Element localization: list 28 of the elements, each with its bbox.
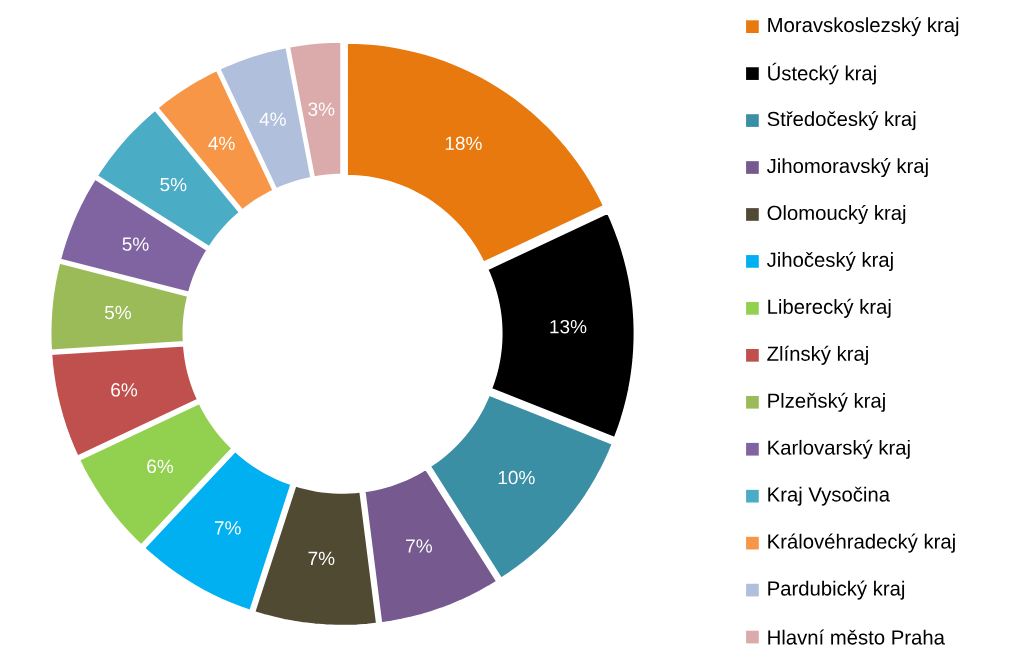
legend-label: Moravskoslezský kraj xyxy=(768,16,959,37)
legend-label: Karlovarský kraj xyxy=(768,439,910,459)
data-label: 10% xyxy=(498,470,535,485)
data-label: 6% xyxy=(111,383,138,397)
data-label: 5% xyxy=(122,237,149,251)
data-label: 5% xyxy=(160,177,187,192)
legend-label: Pardubický kraj xyxy=(768,580,905,600)
legend-label: Jihočeský kraj xyxy=(766,251,893,271)
legend-label: Zlínský kraj xyxy=(767,345,868,365)
legend-label: Královéhradecký kraj xyxy=(768,533,955,553)
data-label: 7% xyxy=(214,521,241,535)
data-label: 18% xyxy=(445,136,482,150)
data-label: 13% xyxy=(550,319,587,334)
legend-label: Kraj Vysočina xyxy=(768,486,891,506)
legend-label: Ústecký kraj xyxy=(768,62,876,85)
legend-label: Olomoucký kraj xyxy=(767,204,906,224)
legend-label: Jihomoravský kraj xyxy=(766,157,928,177)
legend-label: Liberecký kraj xyxy=(768,298,891,318)
data-label: 6% xyxy=(147,459,174,473)
data-label: 4% xyxy=(259,112,286,126)
data-label: 5% xyxy=(104,305,132,320)
data-label: 4% xyxy=(208,136,235,150)
legend-label: Plzeňský kraj xyxy=(768,392,885,412)
data-label: 7% xyxy=(308,551,335,565)
legend-label: Středočeský kraj xyxy=(767,110,916,131)
data-label: 3% xyxy=(308,102,335,116)
legend-label: Hlavní město Praha xyxy=(768,629,945,645)
data-label: 7% xyxy=(406,539,432,553)
